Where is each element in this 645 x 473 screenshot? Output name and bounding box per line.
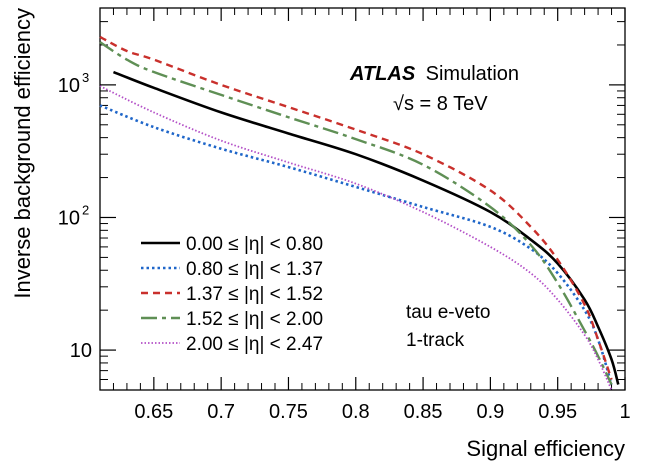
track-label: 1-track bbox=[406, 330, 465, 351]
y-tick-exponent: 3 bbox=[82, 70, 89, 85]
veto-label: tau e-veto bbox=[406, 302, 491, 323]
atlas-logo: ATLAS bbox=[349, 63, 416, 85]
x-tick-label: 0.7 bbox=[207, 401, 235, 423]
x-axis-title: Signal efficiency bbox=[466, 436, 625, 461]
y-tick-label: 10 bbox=[58, 75, 80, 97]
series-line-2 bbox=[99, 104, 613, 385]
x-tick-label: 0.9 bbox=[476, 401, 504, 423]
simulation-label: Simulation bbox=[426, 63, 519, 85]
x-tick-label: 0.95 bbox=[538, 401, 577, 423]
legend-label-2: 0.80 ≤ |η| < 1.37 bbox=[186, 259, 323, 280]
plot-frame bbox=[99, 7, 626, 391]
series-line-1 bbox=[112, 70, 620, 385]
series-line-4 bbox=[99, 41, 613, 386]
legend-label-3: 1.37 ≤ |η| < 1.52 bbox=[186, 284, 323, 305]
legend-label-5: 2.00 ≤ |η| < 2.47 bbox=[186, 334, 323, 355]
legend-label-4: 1.52 ≤ |η| < 2.00 bbox=[186, 309, 323, 330]
x-tick-label: 0.85 bbox=[404, 401, 443, 423]
x-tick-label: 0.8 bbox=[342, 401, 370, 423]
series-line-5 bbox=[99, 85, 613, 391]
y-tick-label: 10 bbox=[58, 207, 80, 229]
y-tick-label: 10 bbox=[70, 340, 92, 362]
legend-label-1: 0.00 ≤ |η| < 0.80 bbox=[186, 234, 323, 255]
y-axis-title: Inverse background efficiency bbox=[10, 8, 35, 299]
x-tick-label: 0.65 bbox=[134, 401, 173, 423]
series-layer bbox=[99, 35, 620, 391]
y-tick-exponent: 2 bbox=[82, 202, 89, 217]
legend: 0.00 ≤ |η| < 0.80 0.80 ≤ |η| < 1.37 1.37 ≤… bbox=[141, 234, 323, 355]
energy-label: √s = 8 TeV bbox=[393, 93, 488, 115]
atlas-label: ATLAS Simulation bbox=[349, 63, 519, 85]
series-line-3 bbox=[99, 35, 613, 380]
x-tick-label: 1 bbox=[619, 401, 630, 423]
x-tick-label: 0.75 bbox=[269, 401, 308, 423]
